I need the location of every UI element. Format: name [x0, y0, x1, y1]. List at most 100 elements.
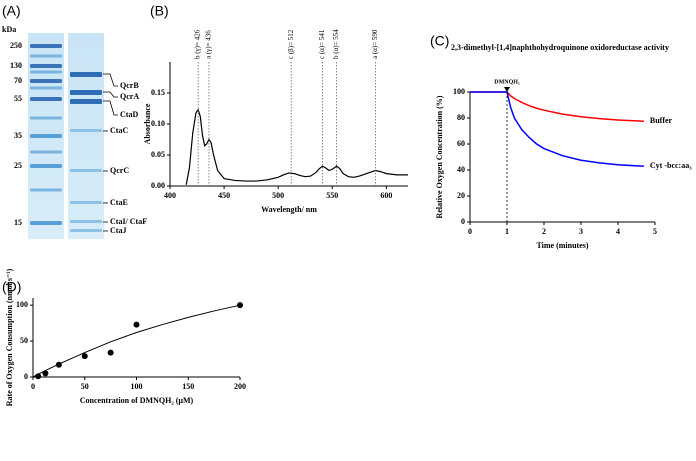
- gel-band: [30, 70, 62, 74]
- gel-band: [30, 164, 62, 168]
- gel-band: [70, 229, 102, 232]
- marker-label: 15: [14, 218, 22, 227]
- x-tick-label: 1: [505, 227, 509, 236]
- y-axis-label: Absorbance: [143, 103, 152, 144]
- x-tick-label: 0: [468, 227, 472, 236]
- protein-label: CtaD: [120, 110, 138, 119]
- y-tick-label: 40: [457, 165, 465, 174]
- y-tick-label: 0: [461, 217, 465, 226]
- data-point: [55, 361, 62, 368]
- protein-label: CtaC: [110, 126, 128, 135]
- gel-band: [30, 150, 62, 154]
- y-tick-label: 0.15: [151, 88, 165, 97]
- marker-label: 130: [10, 61, 22, 70]
- marker-label: 25: [14, 161, 22, 170]
- injection-label: DMNQH₂: [494, 79, 520, 85]
- y-tick-label: 80: [457, 113, 465, 122]
- gel-band: [70, 220, 102, 223]
- y-tick-label: 60: [457, 139, 465, 148]
- gel-band: [70, 90, 102, 95]
- gel-lane: [68, 33, 104, 239]
- data-point: [42, 370, 49, 377]
- data-point: [133, 321, 140, 328]
- x-tick-label: 4: [616, 227, 620, 236]
- panel-label: (A): [2, 3, 21, 19]
- gel-band: [70, 72, 102, 77]
- series-line: [470, 91, 644, 167]
- series-line: [470, 91, 644, 122]
- marker-label: 70: [14, 76, 22, 85]
- marker-label: 250: [10, 41, 22, 50]
- peak-label: c (α)= 541: [318, 29, 326, 59]
- data-point: [35, 373, 42, 380]
- protein-label: QcrA: [120, 92, 139, 101]
- label-connector: [103, 73, 118, 87]
- peak-label: c (β)= 512: [287, 29, 295, 59]
- gel-band: [30, 116, 62, 120]
- gel-band: [70, 129, 102, 132]
- protein-label: QcrC: [110, 166, 129, 175]
- series-label: Buffer: [650, 116, 673, 125]
- x-tick-label: 2: [542, 227, 546, 236]
- y-tick-label: 50: [20, 336, 28, 345]
- protein-label: CtaI/ CtaF: [110, 217, 147, 226]
- gel-band: [30, 134, 62, 138]
- x-tick-label: 450: [218, 191, 230, 200]
- unit-label: kDa: [2, 25, 16, 34]
- x-tick-label: 0: [31, 382, 35, 391]
- x-axis-label: Concentration of DMNQH₂ (µM): [80, 396, 194, 405]
- gel-band: [30, 64, 62, 68]
- gel-band: [30, 44, 62, 48]
- label-connector: [103, 91, 118, 98]
- data-point: [237, 302, 243, 309]
- x-tick-label: 5: [653, 227, 657, 236]
- x-tick-label: 3: [579, 227, 583, 236]
- gel-band: [30, 221, 62, 225]
- marker-label: 55: [14, 94, 22, 103]
- x-tick-label: 550: [326, 191, 338, 200]
- gel-band: [30, 86, 62, 90]
- gel-band: [30, 54, 62, 58]
- gel-band: [30, 79, 62, 83]
- y-tick-label: 20: [457, 191, 465, 200]
- y-tick-label: 0.05: [151, 150, 165, 159]
- y-axis-label: Relative Oxygen Concentration (%): [435, 95, 444, 218]
- gel-band: [30, 97, 62, 101]
- gel-band: [70, 99, 102, 104]
- x-tick-label: 400: [164, 191, 176, 200]
- x-tick-label: 100: [131, 382, 143, 391]
- protein-label: QcrB: [120, 81, 139, 90]
- data-point: [81, 353, 88, 360]
- fit-line: [32, 304, 241, 378]
- panel-label: (B): [150, 3, 169, 19]
- y-tick-label: 100: [453, 87, 465, 96]
- data-point: [107, 349, 114, 356]
- x-tick-label: 200: [234, 382, 246, 391]
- spectrum-line: [185, 108, 408, 185]
- label-connector: [103, 100, 118, 116]
- peak-label: b (α)= 554: [332, 29, 340, 59]
- gel-band: [70, 169, 102, 172]
- protein-label: CtaJ: [110, 226, 126, 235]
- y-tick-label: 0.00: [151, 181, 165, 190]
- y-tick-label: 0.10: [151, 119, 165, 128]
- marker-label: 35: [14, 131, 22, 140]
- x-tick-label: 150: [182, 382, 194, 391]
- injection-arrow: [504, 87, 510, 92]
- gel-band: [70, 201, 102, 204]
- y-axis-label: Rate of Oxygen Consumption (nmol s⁻¹): [5, 268, 14, 406]
- x-tick-label: 500: [272, 191, 284, 200]
- x-axis-label: Time (minutes): [536, 241, 588, 250]
- series-label: Cyt -bcc:aa₃: [650, 161, 692, 170]
- peak-label: a (α)= 590: [371, 29, 379, 59]
- chart-title: 2,3-dimethyl-[1,4]naphthohydroquinone ox…: [451, 43, 669, 52]
- gel-band: [30, 188, 62, 192]
- x-tick-label: 50: [81, 382, 89, 391]
- y-tick-label: 100: [16, 300, 28, 309]
- peak-label: b (γ)= 426: [194, 29, 202, 59]
- panel-label: (C): [430, 33, 449, 49]
- x-axis-label: Wavelength/ nm: [261, 205, 317, 214]
- peak-label: a (γ)= 436: [205, 30, 213, 59]
- protein-label: CtaE: [110, 198, 128, 207]
